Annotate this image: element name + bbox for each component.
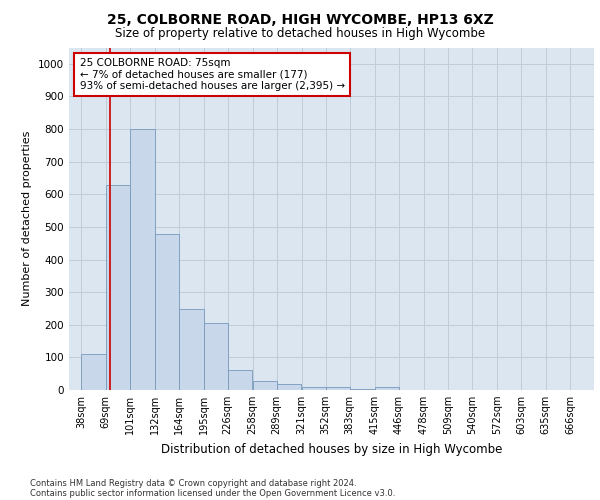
Bar	[253, 381, 277, 390]
Bar	[130, 129, 155, 390]
Text: 25, COLBORNE ROAD, HIGH WYCOMBE, HP13 6XZ: 25, COLBORNE ROAD, HIGH WYCOMBE, HP13 6X…	[107, 12, 493, 26]
Text: 25 COLBORNE ROAD: 75sqm
← 7% of detached houses are smaller (177)
93% of semi-de: 25 COLBORNE ROAD: 75sqm ← 7% of detached…	[79, 58, 344, 91]
Bar	[277, 384, 301, 390]
Bar	[302, 386, 326, 390]
Bar	[326, 388, 350, 390]
Bar	[179, 309, 203, 390]
Bar	[82, 354, 106, 390]
X-axis label: Distribution of detached houses by size in High Wycombe: Distribution of detached houses by size …	[161, 442, 502, 456]
Text: Size of property relative to detached houses in High Wycombe: Size of property relative to detached ho…	[115, 28, 485, 40]
Bar	[227, 370, 252, 390]
Bar	[203, 324, 227, 390]
Bar	[106, 184, 130, 390]
Bar	[374, 388, 399, 390]
Text: Contains HM Land Registry data © Crown copyright and database right 2024.: Contains HM Land Registry data © Crown c…	[30, 478, 356, 488]
Text: Contains public sector information licensed under the Open Government Licence v3: Contains public sector information licen…	[30, 488, 395, 498]
Y-axis label: Number of detached properties: Number of detached properties	[22, 131, 32, 306]
Bar	[155, 234, 179, 390]
